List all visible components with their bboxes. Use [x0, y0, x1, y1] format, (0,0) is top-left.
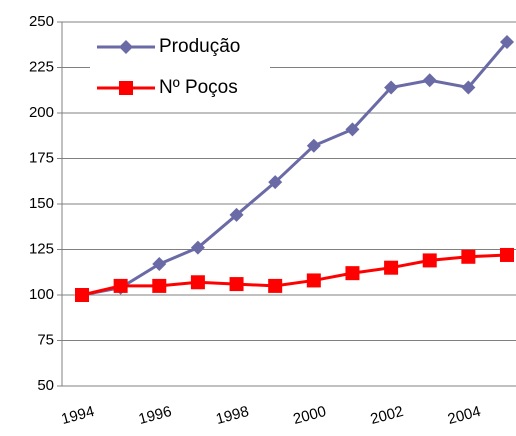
legend: Produção Nº Poços: [90, 28, 270, 104]
point: [113, 278, 128, 293]
point: [461, 249, 476, 264]
point: [190, 275, 205, 290]
y-tick-label: 75: [37, 331, 54, 348]
point: [229, 277, 244, 292]
legend-label: Nº Poços: [159, 77, 238, 98]
x-tick-label: 1994: [60, 403, 97, 428]
point: [422, 73, 437, 88]
x-tick-label: 1996: [137, 403, 174, 428]
y-tick-label: 150: [29, 195, 54, 212]
y-tick-label: 50: [37, 377, 54, 394]
x-tick-label: 1998: [214, 403, 251, 428]
point: [422, 253, 437, 268]
point: [152, 278, 167, 293]
x-tick-label: 2002: [369, 403, 406, 428]
legend-label: Produção: [159, 36, 240, 57]
y-tick-label: 125: [29, 240, 54, 257]
x-tick-label: 2004: [446, 403, 483, 428]
point: [384, 260, 399, 275]
point: [268, 175, 283, 190]
point: [306, 138, 321, 153]
legend-marker: [119, 81, 133, 95]
point: [345, 122, 360, 137]
y-tick-label: 225: [29, 58, 54, 75]
point: [500, 247, 514, 262]
point: [229, 207, 244, 222]
y-tick-label: 175: [29, 149, 54, 166]
line: [81, 41, 509, 297]
point: [190, 240, 205, 255]
point: [384, 80, 399, 95]
x-tick-label: 2000: [291, 403, 328, 428]
point: [500, 35, 514, 50]
y-tick-label: 100: [29, 286, 54, 303]
point: [152, 257, 167, 272]
point: [345, 266, 360, 281]
point: [306, 273, 321, 288]
y-tick-label: 250: [29, 13, 54, 30]
point: [268, 278, 283, 293]
line: [81, 253, 508, 297]
y-tick-label: 200: [29, 104, 54, 121]
legend-marker: [119, 40, 133, 54]
point: [461, 80, 476, 95]
point: [75, 288, 89, 302]
